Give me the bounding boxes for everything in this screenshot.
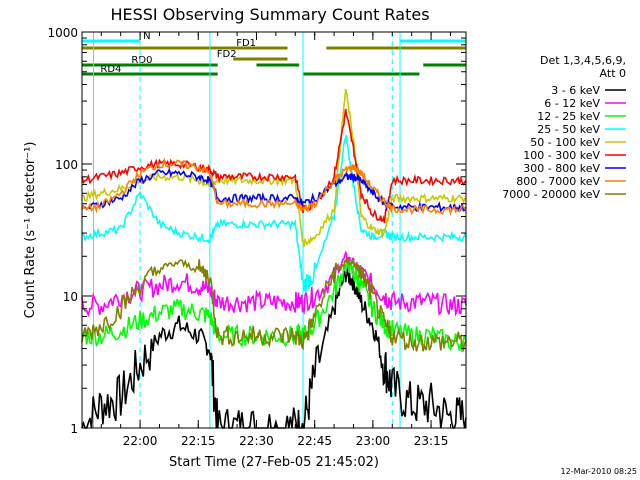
status-bar-label-fd2: FD2 [217, 49, 237, 60]
series-line-6 [81, 108, 467, 224]
legend-label: 50 - 100 keV [530, 136, 600, 149]
series-line-3 [81, 260, 467, 353]
y-axis-label: Count Rate (s⁻¹ detector⁻¹) [23, 142, 38, 319]
status-bar-label-fd1: FD1 [236, 38, 256, 49]
status-bar-label-rd0: RD0 [131, 55, 152, 66]
series-line-5 [81, 88, 467, 247]
x-tick-label: 23:15 [414, 434, 449, 448]
x-tick-label: 22:15 [181, 434, 216, 448]
x-tick-label: 22:45 [297, 434, 332, 448]
y-tick-label: 100 [55, 158, 78, 172]
x-axis-label: Start Time (27-Feb-05 21:45:02) [169, 455, 379, 470]
legend-label: 6 - 12 keV [544, 97, 600, 110]
y-tick-label: 1 [70, 422, 78, 436]
legend-label: 12 - 25 keV [537, 110, 600, 123]
legend-title: Att 0 [600, 67, 626, 80]
legend-title: Det 1,3,4,5,6,9, [540, 54, 626, 67]
legend-label: 800 - 7000 keV [516, 175, 600, 188]
x-tick-label: 22:30 [239, 434, 274, 448]
legend-label: 25 - 50 keV [537, 123, 600, 136]
y-tick-label: 1000 [47, 26, 78, 40]
series-line-2 [81, 250, 467, 318]
legend-label: 100 - 300 keV [523, 149, 600, 162]
series-line-8 [81, 157, 467, 216]
status-bar-label-n: N [143, 31, 150, 42]
footer-date: 12-Mar-2010 08:25 [561, 467, 638, 476]
x-tick-label: 22:00 [123, 434, 158, 448]
legend-label: 3 - 6 keV [551, 84, 600, 97]
x-tick-label: 23:00 [356, 434, 391, 448]
status-bar-label-rd4: RD4 [100, 64, 121, 75]
series-lines [81, 88, 467, 429]
axes: 22:00 22:15 22:30 22:45 23:00 23:15 1 10 100 1000 [47, 26, 466, 448]
plot-frame [81, 31, 467, 429]
legend-label: 7000 - 20000 keV [502, 188, 600, 201]
y-tick-label: 10 [63, 290, 78, 304]
legend-label: 300 - 800 keV [523, 162, 600, 175]
series-line-4 [81, 134, 467, 293]
chart-title: HESSI Observing Summary Count Rates [110, 5, 429, 24]
series-line-9 [81, 256, 467, 353]
